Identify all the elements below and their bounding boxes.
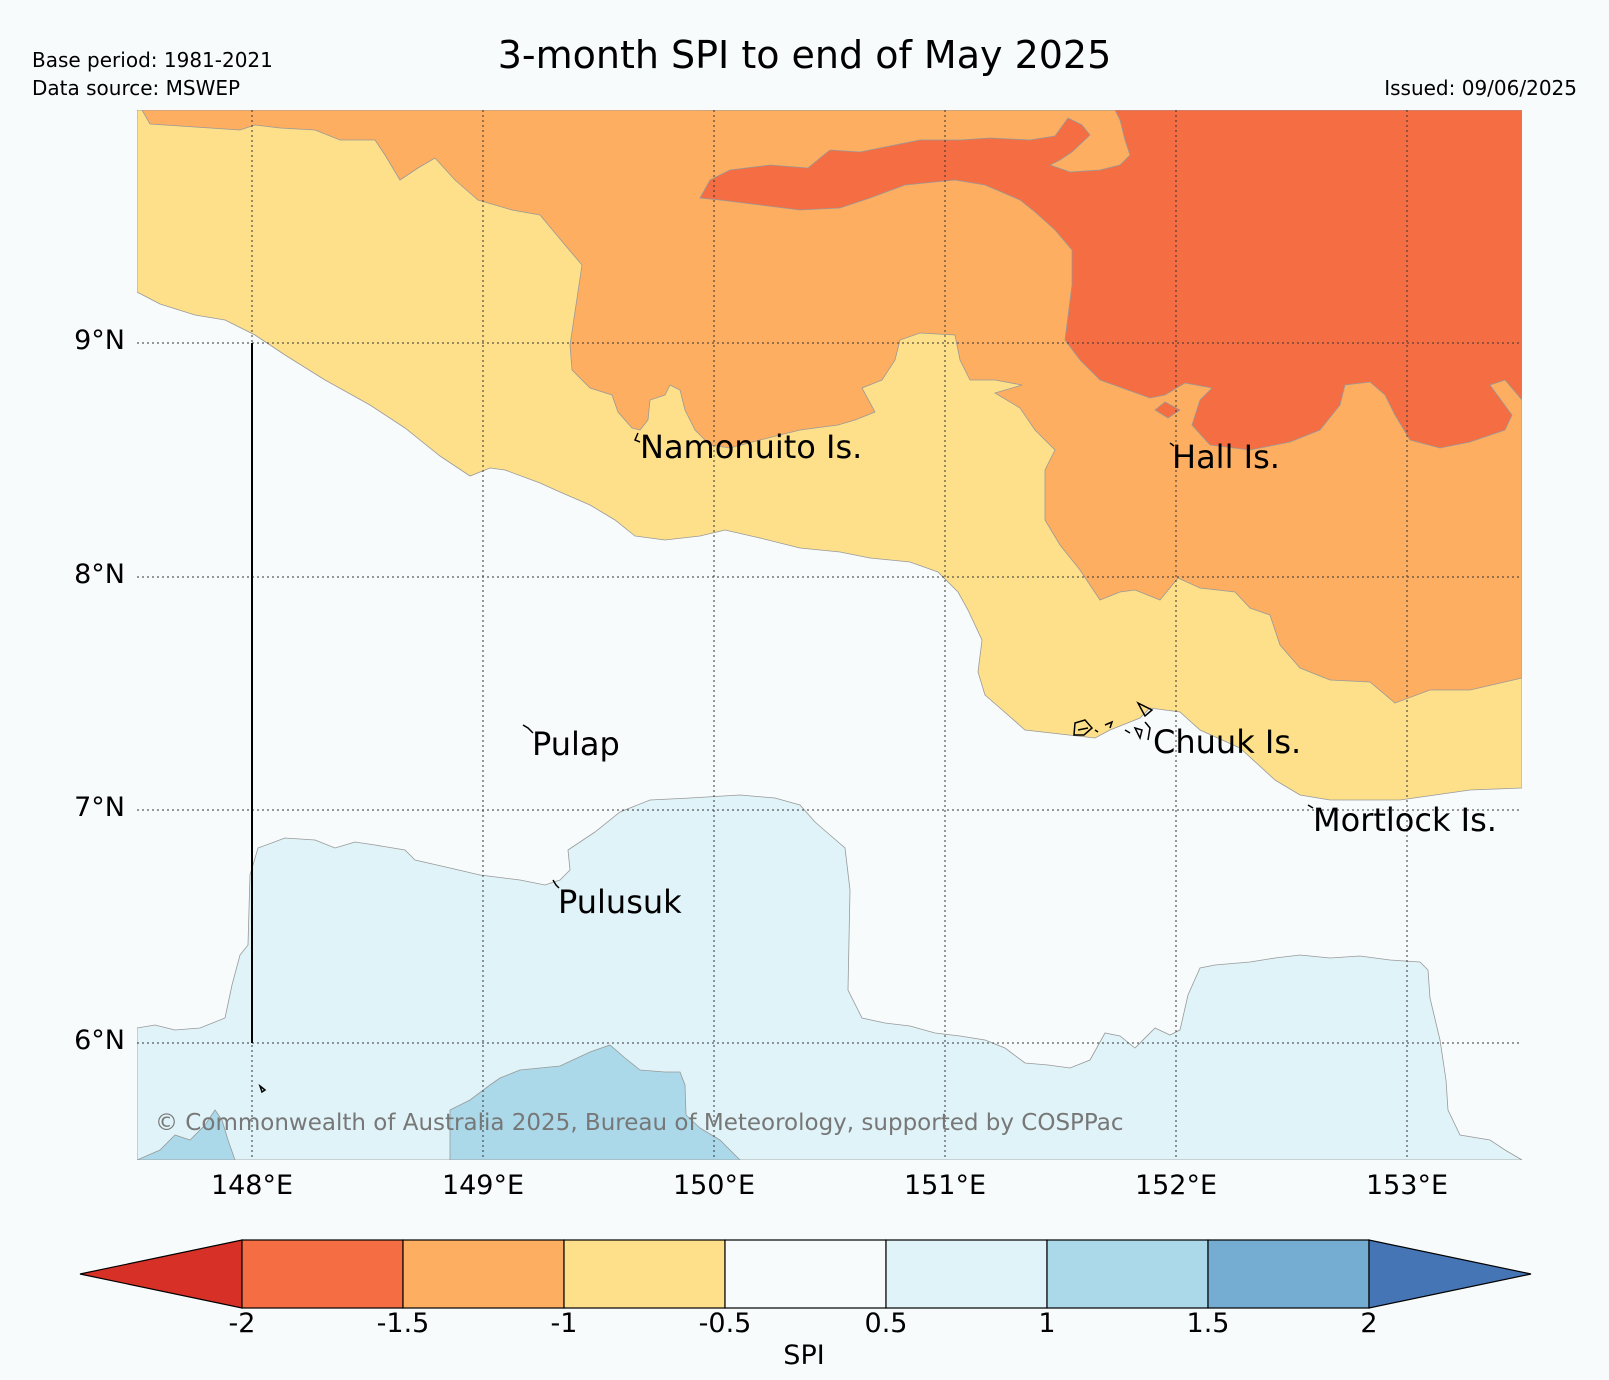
lat-label: 7°N [74, 792, 125, 823]
map-title: 3-month SPI to end of May 2025 [497, 33, 1112, 77]
place-label-hall: Hall Is. [1172, 438, 1280, 476]
colorbar-swatch [241, 1239, 404, 1309]
lon-label: 148°E [210, 1170, 294, 1201]
spi-band-dry-severe [699, 110, 1522, 451]
colorbar-tick-label: -0.5 [698, 1308, 752, 1339]
lat-label: 9°N [74, 325, 125, 356]
colorbar-swatch [885, 1239, 1048, 1309]
colorbar-swatch [402, 1239, 565, 1309]
spi-band-dry-severe-patch [1154, 401, 1181, 419]
colorbar-swatch [563, 1239, 726, 1309]
colorbar-tick-label: -1 [550, 1308, 578, 1339]
lon-label: 149°E [441, 1170, 525, 1201]
colorbar-tick-label: -2 [228, 1308, 256, 1339]
colorbar-tick-label: -1.5 [376, 1308, 430, 1339]
colorbar [79, 1239, 1532, 1309]
lon-label: 151°E [903, 1170, 987, 1201]
spi-band-wet-moderate [449, 1044, 741, 1160]
island-outlines [258, 432, 1314, 1094]
lon-label: 153°E [1365, 1170, 1449, 1201]
place-label-pulusuk: Pulusuk [558, 883, 682, 921]
colorbar-extend-low [79, 1239, 243, 1309]
data-source-label: Data source: MSWEP [32, 76, 241, 100]
place-label-chuuk: Chuuk Is. [1153, 723, 1302, 761]
lat-label: 8°N [74, 559, 125, 590]
issued-date-label: Issued: 09/06/2025 [1384, 76, 1577, 100]
place-label-pulap: Pulap [532, 725, 620, 763]
spi-band-wet-moderate-sw [137, 1109, 236, 1160]
colorbar-label: SPI [783, 1340, 825, 1371]
place-label-namonuito: Namonuito Is. [640, 428, 863, 466]
lat-label: 6°N [74, 1025, 125, 1056]
lon-label: 150°E [672, 1170, 756, 1201]
colorbar-swatch [1046, 1239, 1209, 1309]
colorbar-tick-label: 0.5 [864, 1308, 908, 1339]
colorbar-swatch [1207, 1239, 1370, 1309]
colorbar-extend-high [1368, 1239, 1532, 1309]
colorbar-tick-label: 2 [1360, 1308, 1378, 1339]
colorbar-tick-label: 1.5 [1186, 1308, 1230, 1339]
base-period-label: Base period: 1981-2021 [32, 48, 273, 72]
place-label-mortlock: Mortlock Is. [1313, 801, 1497, 839]
colorbar-tick-label: 1 [1038, 1308, 1056, 1339]
lon-label: 152°E [1134, 1170, 1218, 1201]
colorbar-swatch [724, 1239, 887, 1309]
copyright-notice: © Commonwealth of Australia 2025, Bureau… [155, 1110, 1124, 1136]
